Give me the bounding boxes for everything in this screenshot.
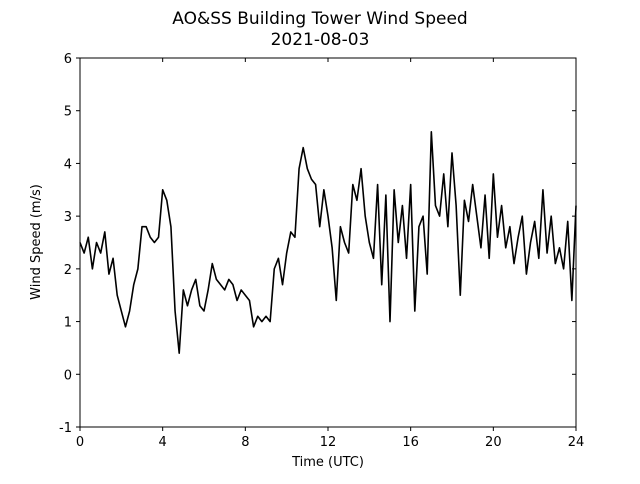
y-tick-label: 6 <box>64 52 72 67</box>
y-tick-label: 5 <box>64 105 72 120</box>
x-tick-label: 12 <box>320 435 337 450</box>
y-tick-label: 0 <box>64 368 72 383</box>
y-tick-label: 2 <box>64 263 72 278</box>
data-line <box>79 131 577 354</box>
x-tick-label: 0 <box>76 435 84 450</box>
x-tick-label: 8 <box>241 435 249 450</box>
chart-subtitle: 2021-08-03 <box>271 30 370 50</box>
x-tick-label: 16 <box>402 435 419 450</box>
x-tick-label: 24 <box>568 435 585 450</box>
plot-frame <box>79 57 577 428</box>
y-tick-label: 3 <box>64 210 72 225</box>
y-tick-label: -1 <box>59 421 72 436</box>
y-tick-label: 1 <box>64 316 72 331</box>
chart-title: AO&SS Building Tower Wind Speed <box>172 9 467 29</box>
y-tick-label: 4 <box>64 157 72 172</box>
x-tick-label: 20 <box>485 435 502 450</box>
x-tick-label: 4 <box>159 435 167 450</box>
y-axis-label: Wind Speed (m/s) <box>29 184 44 300</box>
x-axis-label: Time (UTC) <box>291 455 364 470</box>
